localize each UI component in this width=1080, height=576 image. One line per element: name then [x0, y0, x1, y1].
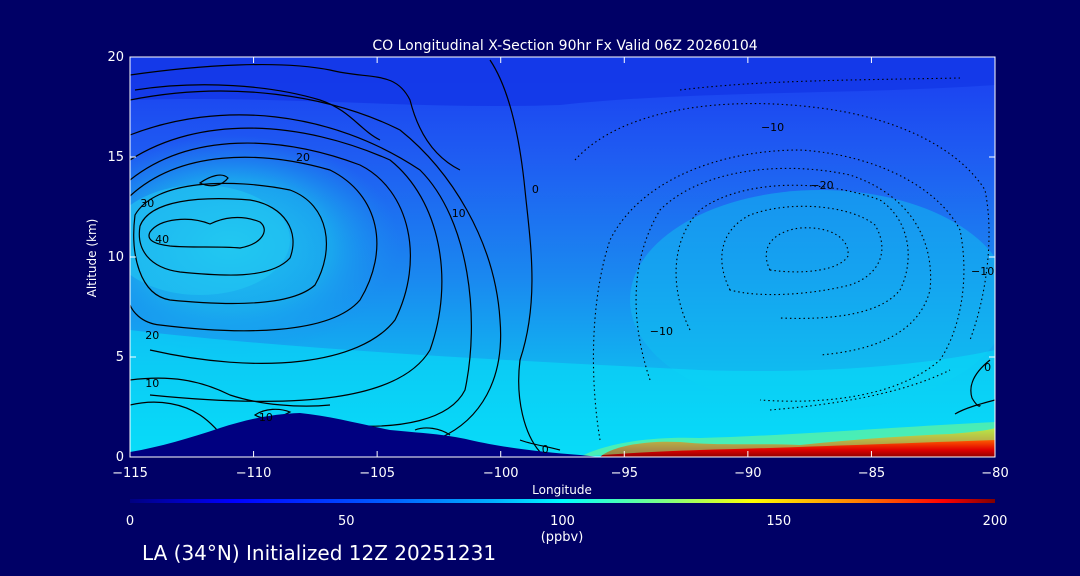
y-axis-label: Altitude (km): [85, 219, 99, 298]
contour-neg-10-inner: [592, 149, 965, 441]
contour-label: −10: [650, 325, 673, 338]
contour-upper-2: [134, 84, 381, 141]
contour-label: 30: [140, 197, 154, 210]
field-surface-glow: [580, 422, 995, 457]
field-plume-core: [130, 185, 290, 295]
contour-label: 20: [145, 329, 159, 342]
x-tick-label: −90: [734, 466, 761, 481]
contour-label: 10: [145, 377, 159, 390]
terrain: [130, 413, 600, 457]
colorbar-tick-label: 150: [766, 514, 791, 529]
colorbar-tick-label: 50: [338, 514, 355, 529]
x-tick-label: −115: [112, 466, 148, 481]
contour-small-loop: [198, 174, 229, 187]
contour-low-4: [414, 427, 451, 436]
y-tick-label: 0: [116, 450, 124, 465]
contour-east-0b: [954, 399, 995, 415]
colorbar-units: (ppbv): [541, 530, 584, 545]
colorbar-tick-label: 0: [126, 514, 134, 529]
contour-5: [130, 90, 502, 439]
contour-neg-top: [679, 77, 961, 91]
contour-40: [148, 216, 265, 249]
contour-low-5: [519, 439, 561, 451]
contour-label: 20: [296, 151, 310, 164]
x-tick-label: −110: [236, 466, 272, 481]
contour-20-b: [130, 142, 411, 364]
contour-lines-negative: [574, 77, 990, 441]
contour-label: 0: [542, 443, 549, 456]
contour-label: 10: [452, 207, 466, 220]
x-tick-label: −95: [611, 466, 638, 481]
y-tick-label: 5: [116, 350, 124, 365]
contour-label: −10: [971, 265, 994, 278]
chart-title: CO Longitudinal X-Section 90hr Fx Valid …: [372, 38, 757, 54]
contour-neg-10-outer: [574, 103, 990, 341]
contour-25: [133, 182, 327, 305]
x-tick-label: −85: [858, 466, 885, 481]
contour-neg-lower: [769, 369, 951, 411]
y-tick-label: 15: [107, 150, 124, 165]
contour-neg-25: [721, 205, 883, 296]
colorbar-ticks: 0 50 100 150 200: [126, 514, 1008, 529]
contour-low-1: [130, 377, 331, 407]
contour-label: −20: [810, 179, 833, 192]
contour-labels: 40 30 20 20 10 10 10 0 0 −10 −20 −10 −10 0: [140, 121, 994, 456]
x-tick-label: −100: [483, 466, 519, 481]
contour-label: 10: [259, 411, 273, 424]
contour-20-a: [130, 156, 378, 332]
y-axis: 0 5 10 15 20: [107, 50, 995, 465]
colorbar: [130, 499, 995, 503]
y-tick-label: 10: [107, 250, 124, 265]
contour-label: −10: [761, 121, 784, 134]
contour-10-b: [130, 114, 472, 427]
contour-label: 0: [532, 183, 539, 196]
x-tick-label: −80: [981, 466, 1008, 481]
x-axis-label: Longitude: [532, 483, 592, 497]
contour-upper-1: [130, 63, 461, 171]
contour-30: [138, 198, 294, 276]
y-tick-label: 20: [107, 50, 124, 65]
colorbar-tick-label: 200: [983, 514, 1008, 529]
contour-label: 0: [984, 361, 991, 374]
contour-lines-positive: [130, 59, 995, 453]
field-upper-band: [130, 57, 995, 107]
colorbar-tick-label: 100: [550, 514, 575, 529]
field-east-mid: [630, 190, 995, 410]
contour-east-0: [970, 359, 991, 407]
x-axis: −115 −110 −105 −100 −95 −90 −85 −80: [112, 57, 1009, 481]
contour-0: [489, 59, 541, 453]
contour-label: 40: [155, 233, 169, 246]
x-tick-label: −105: [359, 466, 395, 481]
plot-area: [130, 57, 995, 457]
contour-10-a: [130, 127, 443, 402]
footer-caption: LA (34°N) Initialized 12Z 20251231: [142, 541, 497, 565]
